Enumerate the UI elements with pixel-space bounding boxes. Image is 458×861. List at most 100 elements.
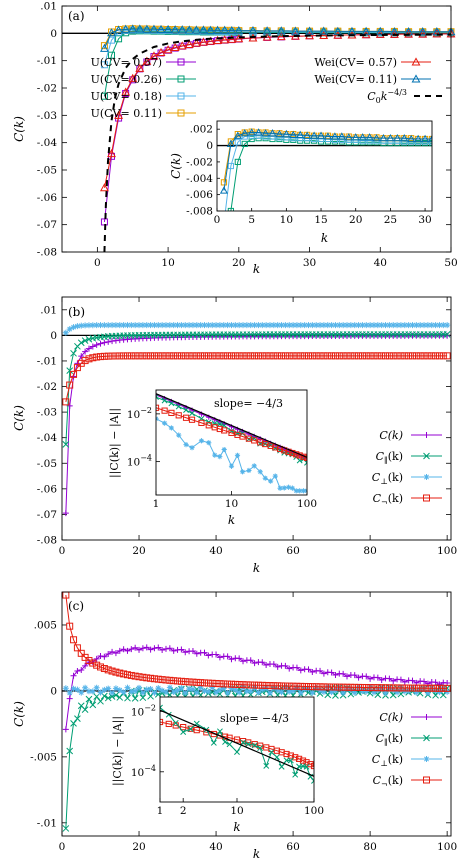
data-point (82, 322, 89, 329)
x-tick-label: 20 (232, 257, 245, 269)
data-point (74, 360, 81, 367)
data-point (397, 352, 405, 360)
inset-series-line (223, 131, 432, 191)
inset-data-point (303, 131, 312, 139)
inset-data-point (263, 762, 270, 769)
y-tick-label: -.01 (37, 817, 57, 829)
data-point (358, 352, 366, 360)
data-point (432, 352, 440, 360)
data-point (101, 653, 108, 660)
data-point (324, 691, 332, 699)
legend-label: C⊥(k) (372, 753, 403, 768)
inset-data-point (210, 739, 217, 746)
data-point (320, 670, 327, 677)
data-point (385, 352, 393, 360)
data-point (147, 674, 155, 682)
data-point (136, 322, 143, 329)
data-point (182, 649, 189, 656)
legend-marker (423, 734, 430, 742)
inset-data-point (351, 133, 360, 141)
data-point (401, 352, 409, 360)
legend-label: C(k) (379, 429, 403, 442)
data-point (305, 322, 312, 329)
data-point (340, 322, 347, 329)
data-point (143, 322, 150, 329)
legend-label: Wei(CV= 0.57) (314, 56, 397, 69)
data-point (301, 352, 309, 360)
data-point (127, 671, 135, 679)
data-point (220, 685, 227, 692)
y-tick-label: -.03 (37, 407, 57, 419)
data-point (62, 825, 70, 832)
inset-data-point (160, 704, 163, 711)
inset-data-point (220, 179, 228, 186)
data-point (224, 653, 231, 660)
data-point (436, 689, 443, 696)
data-point (197, 352, 205, 360)
legend-entry: C∥(k) (376, 450, 442, 465)
legend-marker (411, 57, 421, 66)
data-point (344, 673, 351, 680)
y-tick-label: -.07 (37, 219, 57, 231)
data-point (112, 352, 120, 360)
inset-series (219, 128, 432, 211)
data-point (163, 24, 173, 34)
inset-data-point (287, 757, 294, 764)
data-point (397, 676, 404, 683)
inset-data-point (251, 463, 257, 469)
legend-entry: C¬(k) (373, 774, 442, 789)
data-point (428, 322, 435, 329)
data-point (320, 688, 327, 695)
legend-marker (411, 74, 421, 83)
data-point (66, 695, 73, 702)
inset-data-point (268, 129, 277, 137)
data-point (239, 681, 247, 689)
inset-data-point (160, 718, 164, 726)
legend-label: C0k−4/3 (367, 88, 407, 105)
inset-data-point (257, 469, 263, 475)
data-point (227, 680, 235, 688)
inset-data-point (239, 430, 246, 437)
inset-data-point (228, 429, 235, 436)
data-point (378, 685, 385, 692)
inset-data-point (221, 427, 228, 434)
legend-entry: U(CV= 0.26) (91, 73, 196, 86)
x-tick-label: 60 (286, 841, 299, 853)
inset-data-point (296, 130, 305, 139)
data-point (107, 28, 116, 37)
data-point (332, 672, 339, 679)
data-point (85, 355, 93, 363)
data-point (166, 352, 174, 360)
data-point (305, 666, 312, 673)
data-point (254, 681, 262, 689)
data-point (193, 650, 200, 657)
data-point (213, 25, 223, 34)
data-point (107, 148, 116, 158)
data-point (281, 352, 289, 360)
data-point (120, 670, 128, 678)
data-point (177, 677, 185, 685)
data-point (99, 43, 109, 52)
legend-marker (423, 714, 430, 720)
data-point (205, 652, 212, 659)
data-point (150, 675, 158, 683)
data-point (382, 689, 389, 696)
data-point (170, 352, 178, 360)
data-point (331, 683, 339, 691)
data-point (147, 646, 154, 653)
inset-data-point (290, 135, 297, 142)
data-point (216, 322, 223, 329)
inset-data-point (183, 442, 189, 448)
y-tick-label: -.005 (30, 751, 57, 763)
data-point (139, 322, 146, 329)
inset-x-tick-label: 2 (180, 805, 187, 817)
data-point (116, 694, 124, 701)
data-point (101, 322, 108, 329)
data-point (274, 682, 282, 690)
data-point (266, 682, 274, 690)
inset-x-tick-label: 1 (157, 805, 164, 817)
inset-data-point (233, 736, 241, 743)
data-point (182, 322, 189, 329)
inset-data-point (162, 420, 168, 426)
data-point (99, 183, 109, 192)
